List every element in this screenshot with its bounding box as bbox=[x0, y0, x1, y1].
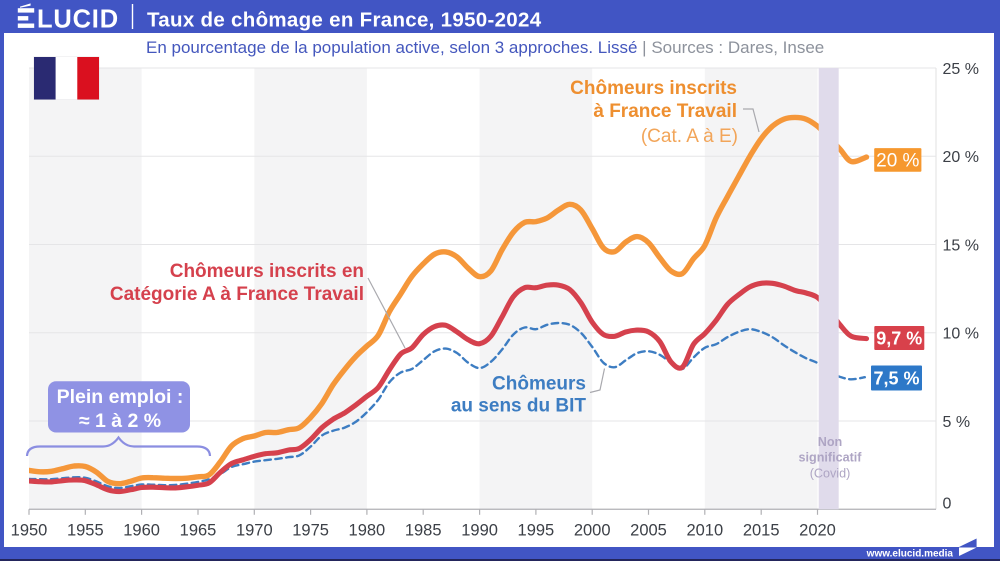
svg-text:1995: 1995 bbox=[518, 522, 555, 540]
svg-text:25 %: 25 % bbox=[943, 61, 979, 78]
svg-text:15 %: 15 % bbox=[943, 237, 979, 254]
svg-text:Chômeurs inscrits: Chômeurs inscrits bbox=[570, 78, 737, 99]
svg-text:2005: 2005 bbox=[630, 522, 667, 540]
svg-text:Plein emploi :: Plein emploi : bbox=[57, 386, 184, 408]
svg-text:7,5 %: 7,5 % bbox=[873, 368, 919, 388]
svg-text:1985: 1985 bbox=[405, 522, 442, 540]
svg-text:Non: Non bbox=[818, 435, 842, 449]
svg-text:Taux de chômage en France, 195: Taux de chômage en France, 1950-2024 bbox=[147, 9, 542, 32]
svg-text:LUCID: LUCID bbox=[37, 6, 119, 34]
svg-text:9,7 %: 9,7 % bbox=[876, 328, 922, 348]
svg-text:1955: 1955 bbox=[67, 522, 104, 540]
svg-text:1975: 1975 bbox=[292, 522, 329, 540]
svg-text:1960: 1960 bbox=[123, 522, 160, 540]
svg-text:2000: 2000 bbox=[574, 522, 611, 540]
svg-text:2010: 2010 bbox=[686, 522, 723, 540]
svg-text:à France Travail: à France Travail bbox=[593, 101, 737, 122]
svg-text:1950: 1950 bbox=[11, 522, 48, 540]
svg-text:significatif: significatif bbox=[799, 451, 863, 465]
svg-text:1990: 1990 bbox=[461, 522, 498, 540]
svg-text:20 %: 20 % bbox=[876, 151, 919, 172]
svg-text:10 %: 10 % bbox=[943, 326, 979, 343]
svg-text:1965: 1965 bbox=[180, 522, 217, 540]
svg-text:5 %: 5 % bbox=[943, 414, 971, 431]
svg-text:2015: 2015 bbox=[743, 522, 780, 540]
svg-text:1970: 1970 bbox=[236, 522, 273, 540]
svg-text:En pourcentage de la populatio: En pourcentage de la population active, … bbox=[146, 38, 824, 57]
svg-text:Chômeurs: Chômeurs bbox=[492, 374, 586, 395]
svg-text:(Cat. A à E): (Cat. A à E) bbox=[641, 126, 738, 147]
svg-text:≈ 1 à 2 %: ≈ 1 à 2 % bbox=[79, 410, 161, 432]
svg-text:Catégorie A à France Travail: Catégorie A à France Travail bbox=[110, 284, 364, 305]
svg-text:2020: 2020 bbox=[799, 522, 836, 540]
svg-text:1980: 1980 bbox=[349, 522, 386, 540]
svg-text:(Covid): (Covid) bbox=[810, 467, 851, 481]
svg-text:www.elucid.media: www.elucid.media bbox=[866, 549, 954, 560]
svg-text:au sens du BIT: au sens du BIT bbox=[451, 396, 587, 417]
svg-text:Chômeurs inscrits en: Chômeurs inscrits en bbox=[170, 261, 364, 282]
svg-text:20 %: 20 % bbox=[943, 149, 979, 166]
svg-text:0: 0 bbox=[943, 496, 952, 513]
